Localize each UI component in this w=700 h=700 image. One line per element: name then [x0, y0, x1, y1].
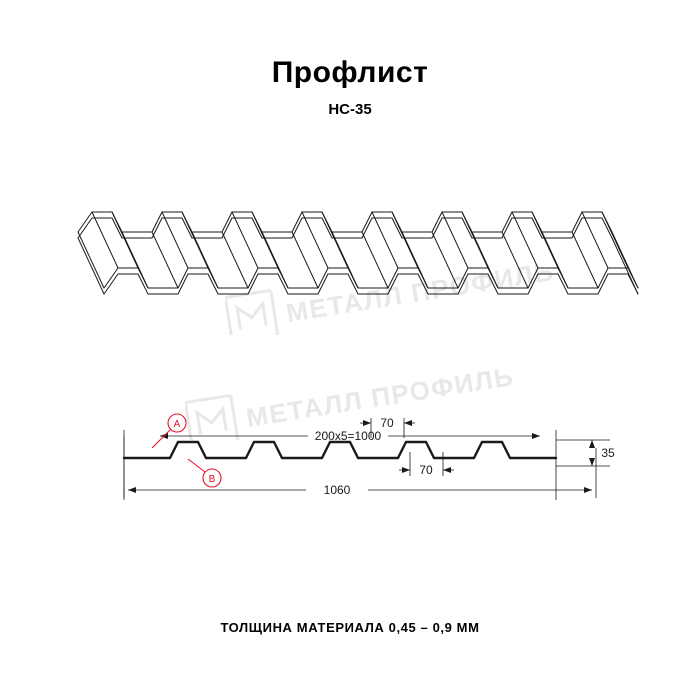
dim-overall-width: 1060: [324, 483, 351, 497]
page-title: Профлист: [271, 56, 429, 89]
dim-pitch-total: 200x5=1000: [315, 429, 382, 443]
callout-b-circle: [202, 468, 222, 488]
product-code: НС-35: [328, 101, 372, 118]
callout-a-leader: [151, 429, 171, 449]
callout-a-circle: [167, 413, 187, 433]
dim-height: 35: [601, 446, 615, 460]
sheet-perspective-view: [77, 211, 639, 295]
dim-rib-bottom-width: 70: [419, 463, 433, 477]
dim-rib-top-width: 70: [380, 416, 394, 430]
cross-section-drawing: A B 200x5=1000 70 70 1060 35: [122, 413, 615, 500]
callout-group: [151, 413, 222, 488]
callout-b-leader: [187, 458, 206, 473]
profile-section-path: [122, 440, 558, 460]
material-thickness-note: ТОЛЩИНА МАТЕРИАЛА 0,45 – 0,9 ММ: [220, 620, 480, 635]
callout-b-label: B: [209, 474, 216, 485]
callout-a-label: A: [174, 419, 181, 430]
